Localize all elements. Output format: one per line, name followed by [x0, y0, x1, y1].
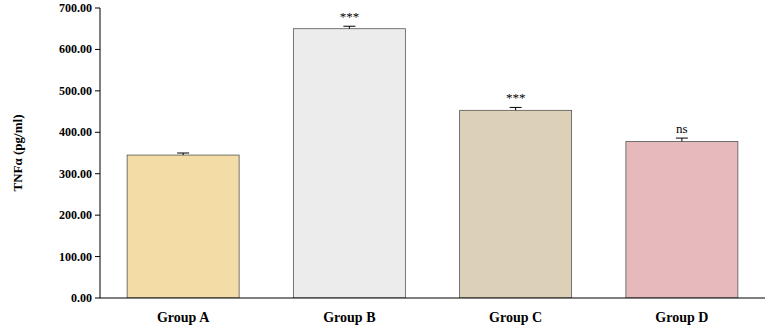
bar [127, 155, 239, 298]
y-tick-label: 400.00 [59, 125, 92, 139]
y-tick-label: 500.00 [59, 84, 92, 98]
significance-label: *** [340, 9, 360, 24]
y-tick [95, 173, 100, 174]
x-tick-label: Group A [157, 310, 210, 325]
x-tick-label: Group C [489, 310, 542, 325]
y-tick [95, 132, 100, 133]
y-tick [95, 90, 100, 91]
y-axis-label: TNFα (pg/ml) [10, 115, 25, 192]
y-axis [100, 8, 101, 298]
y-tick [95, 298, 100, 299]
error-bar [177, 153, 189, 155]
x-tick-label: Group B [323, 310, 375, 325]
y-tick-label: 300.00 [59, 167, 92, 181]
y-tick [95, 8, 100, 9]
bars [127, 26, 738, 298]
error-bar [676, 138, 688, 141]
significance-label: ns [676, 121, 688, 136]
y-tick-label: 0.00 [71, 291, 92, 305]
y-tick-label: 100.00 [59, 250, 92, 264]
bar [626, 141, 738, 298]
y-tick [95, 215, 100, 216]
y-tick [95, 49, 100, 50]
x-tick-label: Group D [655, 310, 708, 325]
y-tick-label: 200.00 [59, 208, 92, 222]
x-axis [100, 298, 765, 299]
significance-label: *** [506, 90, 526, 105]
bar [460, 110, 572, 298]
y-tick-label: 700.00 [59, 1, 92, 15]
error-bar [510, 107, 522, 110]
bar [293, 29, 405, 298]
y-tick-label: 600.00 [59, 42, 92, 56]
chart: 0.00 100.00 200.00 300.00 400.00 500.00 600.00… [0, 0, 768, 331]
y-tick [95, 256, 100, 257]
page: {"chart_data": {"type": "bar", "y_label"… [0, 0, 768, 331]
error-bar [343, 26, 355, 28]
